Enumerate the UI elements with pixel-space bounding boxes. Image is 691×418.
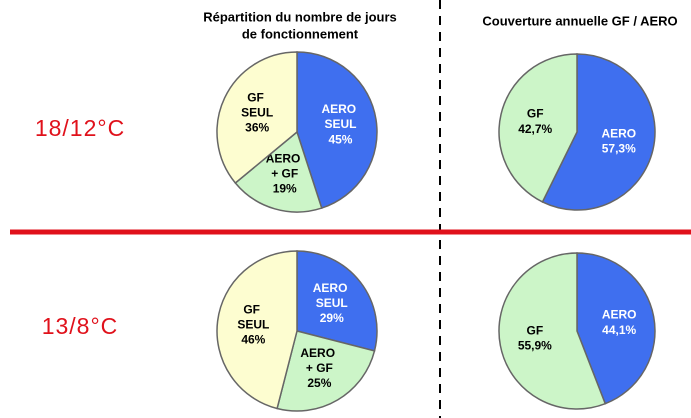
slice-label: AERO + GF	[266, 151, 304, 180]
slice-value-label: 57,3%	[602, 141, 636, 155]
slice-value-label: 45%	[328, 132, 352, 146]
pie-slice	[234, 130, 323, 213]
row-label: 13/8°C	[42, 313, 119, 339]
slice-value-label: 29%	[320, 311, 344, 325]
pie-slice	[276, 330, 376, 412]
pie-slice	[296, 51, 378, 210]
column-header: Couverture annuelle GF / AERO	[482, 13, 677, 28]
slice-label: AERO SEUL	[313, 281, 351, 310]
slice-label: AERO	[601, 126, 636, 140]
pie-slice	[498, 252, 607, 410]
column-header: Répartition du nombre de jours	[203, 9, 397, 24]
pie-slice	[541, 53, 656, 211]
slice-label: AERO + GF	[300, 346, 338, 375]
row-label: 18/12°C	[35, 115, 125, 141]
slice-value-label: 19%	[273, 181, 297, 195]
slice-value-label: 36%	[245, 120, 269, 134]
pie-slice	[216, 51, 298, 185]
pie-slice	[498, 53, 578, 203]
slice-label: AERO	[602, 308, 637, 322]
slice-label: GF SEUL	[241, 90, 273, 119]
pie-slice	[576, 252, 656, 405]
slice-value-label: 25%	[307, 376, 331, 390]
slice-label: GF SEUL	[237, 303, 269, 332]
slice-value-label: 44,1%	[602, 323, 636, 337]
slice-value-label: 42,7%	[518, 122, 552, 136]
pie-slice	[296, 250, 378, 352]
slice-label: GF	[526, 324, 543, 338]
slice-label: GF	[527, 107, 544, 121]
slice-value-label: 46%	[241, 333, 265, 347]
column-header: de fonctionnement	[242, 26, 359, 41]
slice-label: AERO SEUL	[321, 102, 359, 131]
pie-slice	[216, 250, 298, 410]
slice-value-label: 55,9%	[518, 339, 552, 353]
